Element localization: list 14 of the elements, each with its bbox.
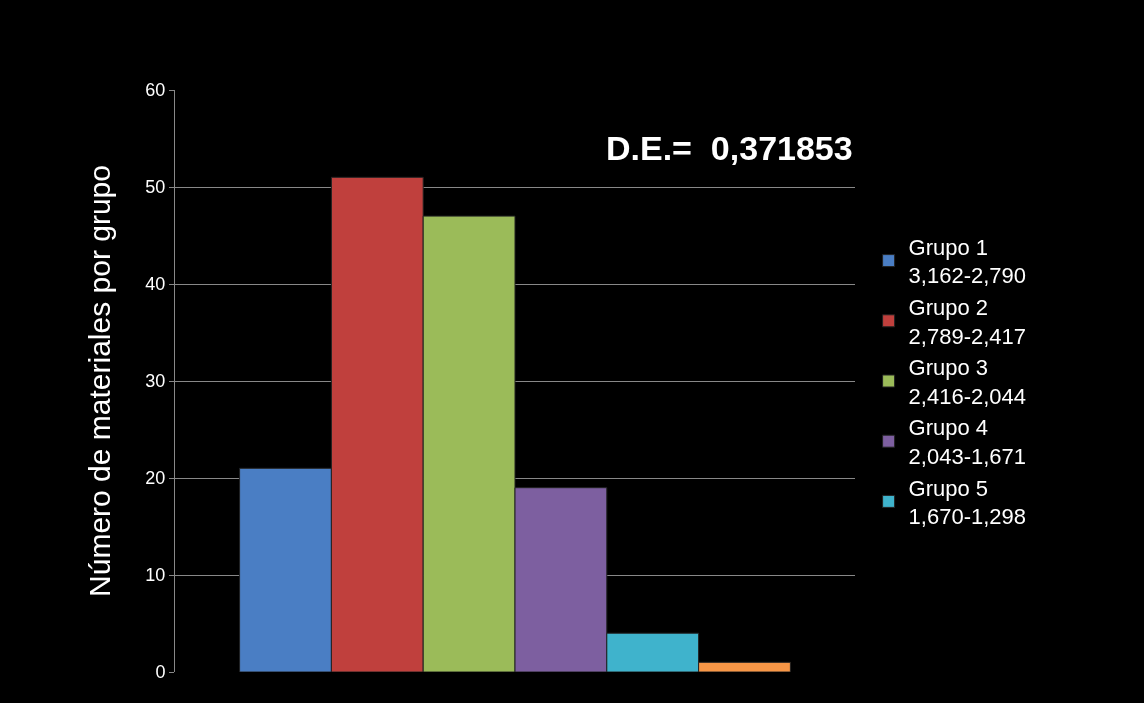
- legend-label: Grupo 4 2,043-1,671: [908, 415, 1027, 470]
- legend-label: Grupo 3 2,416-2,044: [908, 355, 1027, 409]
- y-tick-label: 60: [145, 80, 166, 101]
- y-tick-label: 40: [145, 274, 166, 295]
- y-tick-label: 50: [145, 177, 166, 198]
- legend-label: Grupo 2 2,789-2,417: [908, 295, 1027, 349]
- y-tick-label: 30: [145, 371, 166, 392]
- y-axis-title: Número de materiales por grupo: [83, 165, 117, 597]
- y-tick-label: 20: [145, 468, 166, 489]
- legend-label: Grupo 1 3,162-2,790: [908, 234, 1027, 289]
- y-tick-label: 10: [145, 565, 166, 586]
- legend-label: Grupo 5 1,670-1,298: [908, 475, 1027, 530]
- annotation: D.E.= 0,371853: [606, 129, 853, 167]
- y-tick-label: 0: [155, 662, 166, 683]
